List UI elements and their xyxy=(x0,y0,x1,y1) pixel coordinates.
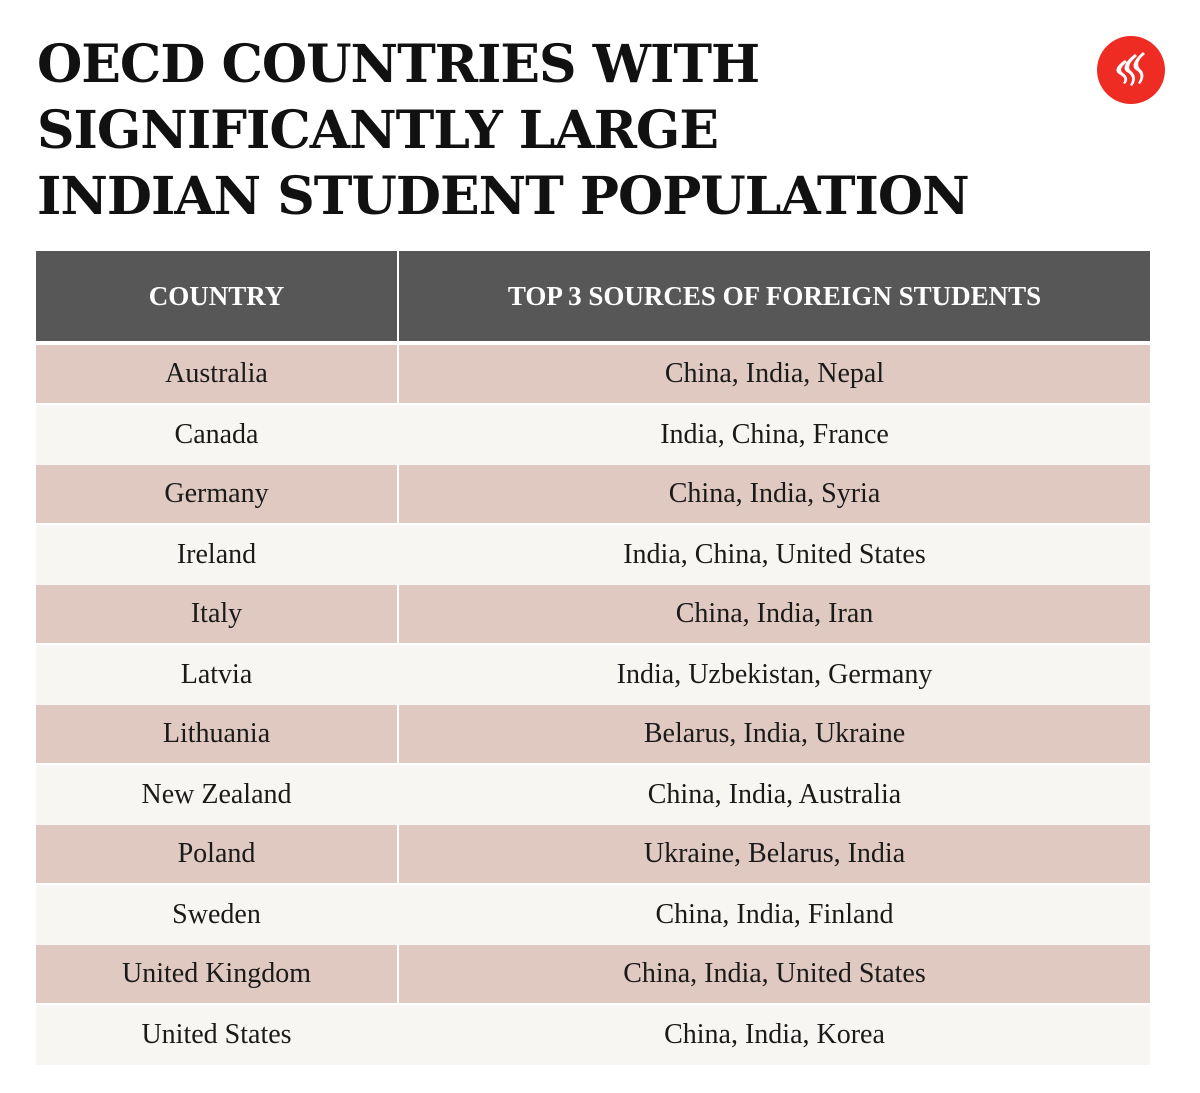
header-country: COUNTRY xyxy=(36,251,397,341)
sources-cell: China, India, Syria xyxy=(399,465,1150,523)
country-cell: Latvia xyxy=(36,645,397,705)
page-title: OECD COUNTRIES WITH SIGNIFICANTLY LARGE … xyxy=(37,32,970,230)
sources-cell: China, India, United States xyxy=(399,945,1150,1003)
table-row: Latvia India, Uzbekistan, Germany xyxy=(36,645,1150,705)
sources-cell: India, Uzbekistan, Germany xyxy=(399,645,1150,705)
table-row: Sweden China, India, Finland xyxy=(36,885,1150,945)
country-cell: Canada xyxy=(36,405,397,465)
sources-cell: Ukraine, Belarus, India xyxy=(399,825,1150,883)
table-row: New Zealand China, India, Australia xyxy=(36,765,1150,825)
title-line-1: OECD COUNTRIES WITH xyxy=(37,34,760,95)
country-cell: United States xyxy=(36,1005,397,1065)
table-row: Lithuania Belarus, India, Ukraine xyxy=(36,705,1150,763)
country-cell: Sweden xyxy=(36,885,397,945)
country-cell: United Kingdom xyxy=(36,945,397,1003)
sources-cell: China, India, Iran xyxy=(399,585,1150,643)
sources-cell: China, India, Korea xyxy=(399,1005,1150,1065)
title-line-3: INDIAN STUDENT POPULATION xyxy=(37,166,970,227)
country-cell: Italy xyxy=(36,585,397,643)
sources-cell: China, India, Australia xyxy=(399,765,1150,825)
table-row: Canada India, China, France xyxy=(36,405,1150,465)
country-cell: Germany xyxy=(36,465,397,523)
sources-cell: Belarus, India, Ukraine xyxy=(399,705,1150,763)
table-row: Germany China, India, Syria xyxy=(36,465,1150,523)
sources-cell: India, China, France xyxy=(399,405,1150,465)
country-cell: Australia xyxy=(36,345,397,403)
title-line-2: SIGNIFICANTLY LARGE xyxy=(37,100,719,161)
country-cell: Ireland xyxy=(36,525,397,585)
sources-cell: China, India, Nepal xyxy=(399,345,1150,403)
students-table: COUNTRY TOP 3 SOURCES OF FOREIGN STUDENT… xyxy=(36,251,1150,1065)
table-row: Poland Ukraine, Belarus, India xyxy=(36,825,1150,883)
sources-cell: India, China, United States xyxy=(399,525,1150,585)
table-row: United States China, India, Korea xyxy=(36,1005,1150,1065)
table-header: COUNTRY TOP 3 SOURCES OF FOREIGN STUDENT… xyxy=(36,251,1150,341)
table-row: Italy China, India, Iran xyxy=(36,585,1150,643)
country-cell: New Zealand xyxy=(36,765,397,825)
header-sources: TOP 3 SOURCES OF FOREIGN STUDENTS xyxy=(399,251,1150,341)
table-row: Ireland India, China, United States xyxy=(36,525,1150,585)
sources-cell: China, India, Finland xyxy=(399,885,1150,945)
table-row: United Kingdom China, India, United State… xyxy=(36,945,1150,1003)
country-cell: Poland xyxy=(36,825,397,883)
table-row: Australia China, India, Nepal xyxy=(36,345,1150,403)
country-cell: Lithuania xyxy=(36,705,397,763)
indian-express-logo-icon xyxy=(1089,36,1173,104)
